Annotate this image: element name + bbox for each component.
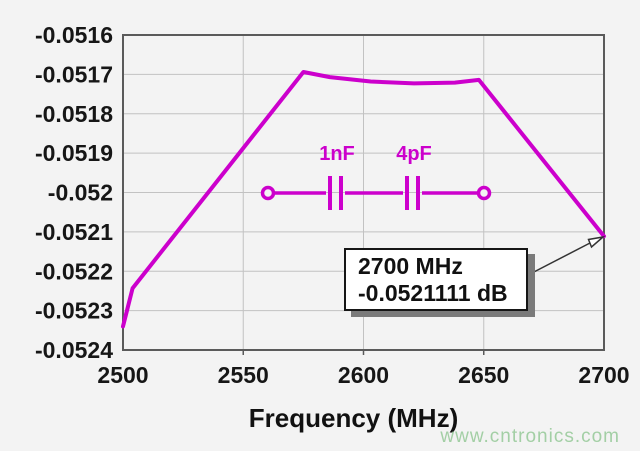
arrowhead-icon xyxy=(587,235,606,249)
x-tick-label: 2650 xyxy=(458,362,509,388)
y-tick-label: -0.0517 xyxy=(35,61,113,87)
y-tick-labels: -0.0516 -0.0517 -0.0518 -0.0519 -0.052 -0.052… xyxy=(35,22,113,363)
callout-frequency: 2700 MHz xyxy=(358,253,463,279)
arrow-line xyxy=(529,242,591,275)
y-tick-label: -0.0519 xyxy=(35,140,113,166)
x-tick-label: 2550 xyxy=(218,362,269,388)
callout-value: -0.0521111 dB xyxy=(358,280,508,306)
y-tick-label: -0.0516 xyxy=(35,22,113,48)
y-tick-label: -0.0523 xyxy=(35,298,113,324)
capacitor2-value-label: 4pF xyxy=(396,143,432,165)
y-tick-label: -0.0522 xyxy=(35,258,113,284)
x-tick-label: 2700 xyxy=(578,362,629,388)
x-tick-labels: 2500 2550 2600 2650 2700 xyxy=(97,362,629,388)
terminal-left-icon xyxy=(260,185,276,201)
annotation-arrow xyxy=(529,235,606,275)
x-axis-title: Frequency (MHz) xyxy=(248,403,459,433)
y-tick-label: -0.0518 xyxy=(35,101,113,127)
x-tick-label: 2600 xyxy=(338,362,389,388)
circuit-inset: 1nF 4pF xyxy=(260,143,492,210)
capacitor1-value-label: 1nF xyxy=(319,143,355,165)
tick-layer xyxy=(242,350,485,355)
y-tick-label: -0.052 xyxy=(48,180,113,206)
x-tick-label: 2500 xyxy=(97,362,148,388)
y-tick-label: -0.0521 xyxy=(35,219,113,245)
data-callout-box: 2700 MHz -0.0521111 dB xyxy=(344,248,528,311)
terminal-right-icon xyxy=(476,185,492,201)
y-tick-label: -0.0524 xyxy=(35,337,113,363)
response-curve xyxy=(121,70,606,329)
watermark-text: www.cntronics.com xyxy=(440,426,620,447)
